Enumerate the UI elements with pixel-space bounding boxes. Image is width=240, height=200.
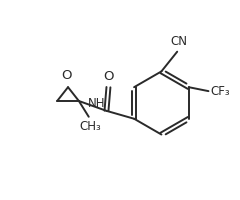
Text: NH: NH (88, 97, 106, 110)
Text: CN: CN (171, 35, 188, 48)
Text: CF₃: CF₃ (210, 85, 230, 98)
Text: O: O (61, 69, 71, 82)
Text: O: O (103, 70, 114, 83)
Text: CH₃: CH₃ (80, 120, 102, 133)
